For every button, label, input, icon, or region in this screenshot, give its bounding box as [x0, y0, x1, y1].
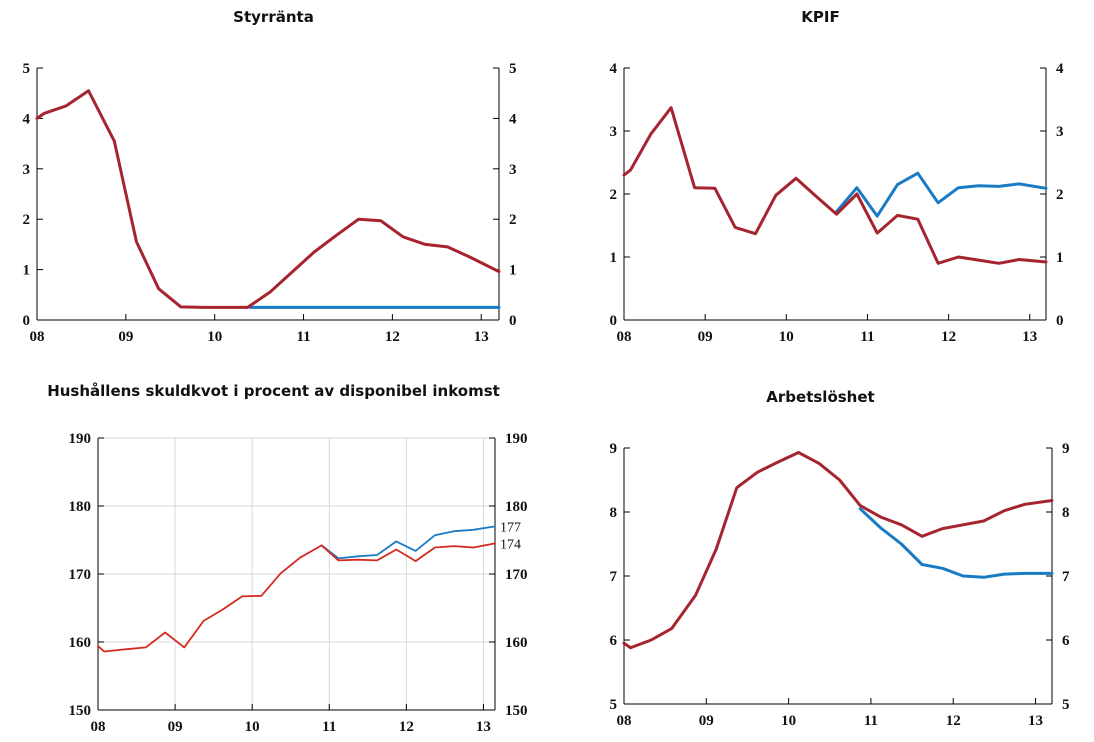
chart-panel-styrranta: Styrränta 0 0 1 1 2 2 3 3 4 4 5 5 08 09 10 11 12 13 — [0, 0, 547, 370]
series-line-1 — [97, 542, 496, 653]
x-tick-label: 08 — [30, 329, 45, 345]
chart-panel-arbetsloshet: Arbetslöshet 5 5 6 6 7 7 8 8 9 9 08 09 10 11 12 13 — [547, 370, 1094, 742]
chart-title: Styrränta — [233, 8, 314, 26]
end-value-label: 174 — [500, 537, 521, 552]
y-tick-label-right: 150 — [505, 703, 528, 719]
y-tick-label-left: 1 — [23, 263, 31, 279]
x-tick-label: 08 — [617, 713, 632, 729]
x-tick-label: 12 — [399, 719, 414, 735]
y-tick-label-left: 150 — [69, 703, 92, 719]
y-tick-label-left: 190 — [69, 431, 92, 447]
series-line-1 — [622, 451, 1054, 650]
y-tick-label-right: 4 — [1056, 61, 1064, 77]
x-tick-label: 13 — [476, 719, 491, 735]
x-tick-label: 12 — [946, 713, 961, 729]
x-tick-label: 11 — [322, 719, 336, 735]
y-tick-label-left: 2 — [610, 187, 618, 203]
y-tick-label-right: 4 — [509, 111, 517, 127]
chart-panel-skuldkvot: Hushållens skuldkvot i procent av dispon… — [0, 370, 547, 742]
chart-styrranta: 0 01 12 23 34 45 508 09 10 11 12 13 — [23, 61, 518, 345]
y-tick-label-right: 160 — [505, 635, 528, 651]
series-line-0 — [835, 171, 1048, 218]
x-tick-label: 10 — [779, 329, 794, 345]
x-tick-label: 09 — [168, 719, 183, 735]
x-tick-label: 10 — [207, 329, 222, 345]
y-tick-label-left: 170 — [69, 567, 92, 583]
y-tick-label-left: 8 — [610, 505, 618, 521]
y-tick-label-right: 0 — [1056, 313, 1064, 329]
x-tick-label: 11 — [296, 329, 310, 345]
chart-skuldkvot: 150 150 160 160 170 170 180 180 190 190 08 09 10 11 12… — [69, 431, 528, 735]
x-tick-label: 10 — [781, 713, 796, 729]
y-tick-label-right: 5 — [509, 61, 517, 77]
y-tick-label-right: 3 — [1056, 124, 1064, 140]
y-tick-label-left: 1 — [610, 250, 618, 266]
series-line-0 — [320, 525, 496, 560]
y-tick-label-right: 6 — [1062, 633, 1070, 649]
y-tick-label-left: 5 — [23, 61, 31, 77]
x-tick-label: 09 — [118, 329, 133, 345]
x-tick-label: 09 — [698, 329, 713, 345]
y-tick-label-right: 7 — [1062, 569, 1070, 585]
y-tick-label-left: 3 — [23, 162, 31, 178]
y-tick-label-left: 160 — [69, 635, 92, 651]
x-tick-label: 10 — [245, 719, 260, 735]
x-tick-label: 12 — [385, 329, 400, 345]
x-tick-label: 09 — [699, 713, 714, 729]
x-tick-label: 13 — [1028, 713, 1043, 729]
x-tick-label: 12 — [941, 329, 956, 345]
chart-title: Hushållens skuldkvot i procent av dispon… — [47, 382, 500, 400]
y-tick-label-left: 5 — [610, 697, 618, 713]
chart-panel-kpif: KPIF 0 0 1 1 2 2 3 3 4 4 08 09 10 11 12 13 — [547, 0, 1094, 370]
series-line-1 — [35, 89, 501, 309]
x-tick-label: 13 — [474, 329, 489, 345]
y-tick-label-right: 3 — [509, 162, 517, 178]
y-tick-label-right: 8 — [1062, 505, 1070, 521]
y-tick-label-left: 0 — [610, 313, 618, 329]
y-tick-label-right: 1 — [1056, 250, 1064, 266]
axes — [623, 68, 1047, 321]
y-tick-label-left: 7 — [610, 569, 618, 585]
series-line-0 — [858, 507, 1054, 579]
y-tick-label-right: 1 — [509, 263, 517, 279]
y-tick-label-right: 0 — [509, 313, 517, 329]
axes — [36, 68, 500, 321]
y-tick-label-left: 9 — [610, 441, 618, 457]
x-tick-label: 08 — [617, 329, 632, 345]
y-tick-label-left: 3 — [610, 124, 618, 140]
y-tick-label-right: 180 — [505, 499, 528, 515]
chart-kpif: 0 01 12 23 34 408 09 10 11 12 13 — [610, 61, 1065, 345]
y-tick-label-left: 6 — [610, 633, 618, 649]
y-tick-label-right: 5 — [1062, 697, 1070, 713]
chart-arbetsloshet: 5 5 6 6 7 7 8 8 9 9 08 09 10 11 12 13 — [610, 441, 1071, 729]
y-tick-label-left: 0 — [23, 313, 31, 329]
y-tick-label-right: 170 — [505, 567, 528, 583]
y-tick-label-left: 2 — [23, 212, 31, 228]
chart-title: Arbetslöshet — [766, 388, 875, 406]
series-line-1 — [622, 106, 1048, 265]
y-tick-label-right: 2 — [509, 212, 517, 228]
x-tick-label: 11 — [860, 329, 874, 345]
y-tick-label-right: 9 — [1062, 441, 1070, 457]
end-value-label: 177 — [500, 520, 521, 535]
y-tick-label-left: 4 — [23, 111, 31, 127]
x-tick-label: 11 — [864, 713, 878, 729]
y-tick-label-right: 190 — [505, 431, 528, 447]
x-tick-label: 13 — [1022, 329, 1037, 345]
y-tick-label-left: 180 — [69, 499, 92, 515]
y-tick-label-left: 4 — [610, 61, 618, 77]
y-tick-label-right: 2 — [1056, 187, 1064, 203]
chart-title: KPIF — [801, 8, 840, 26]
x-tick-label: 08 — [91, 719, 106, 735]
